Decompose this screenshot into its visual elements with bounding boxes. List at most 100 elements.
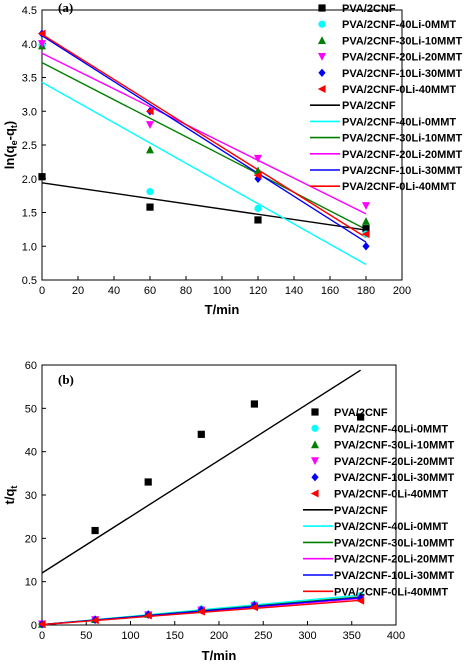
x-tick-label: 40 — [108, 285, 120, 297]
legend-label-pva-2cnf-40li-0mmt: PVA/2CNF-40Li-0MMT — [334, 423, 448, 435]
x-tick-label: 180 — [357, 285, 375, 297]
chart-a-xlabel: T/min — [205, 302, 240, 317]
legend-label-pva-2cnf-0li-40mmt: PVA/2CNF-0Li-40MMT — [342, 84, 456, 96]
legend-label-pva-2cnf-0li-40mmt: PVA/2CNF-0Li-40MMT — [334, 489, 448, 501]
chart-b-xlabel: T/min — [202, 648, 237, 663]
legend-label-pva-2cnf-40li-0mmt: PVA/2CNF-40Li-0MMT — [342, 19, 456, 31]
point-pva-2cnf-10li-30mmt — [362, 242, 370, 251]
legend-label-pva-2cnf-10li-30mmt: PVA/2CNF-10Li-30MMT — [334, 472, 454, 484]
point-pva-2cnf — [144, 478, 152, 486]
y-tick-label: 1.5 — [22, 208, 37, 220]
x-tick-label: 50 — [80, 630, 92, 642]
chart-a-panel-label: (a) — [58, 0, 73, 15]
point-pva-2cnf — [146, 203, 154, 211]
point-pva-2cnf-10li-30mmt — [357, 593, 365, 603]
legend-label-pva-2cnf-20li-20mmt: PVA/2CNF-20Li-20MMT — [334, 456, 454, 468]
legend-fit-label-pva-2cnf-30li-10mmt: PVA/2CNF-30Li-10MMT — [334, 537, 454, 549]
x-tick-label: 100 — [121, 630, 139, 642]
point-pva-2cnf-0li-40mmt — [37, 620, 46, 629]
point-pva-2cnf-0li-40mmt — [197, 607, 205, 616]
x-tick-label: 200 — [393, 285, 411, 297]
point-pva-2cnf-30li-10mmt — [146, 145, 154, 154]
legend-label-pva-2cnf-30li-10mmt: PVA/2CNF-30Li-10MMT — [342, 35, 462, 47]
chart-a: (a) T/min ln(qe-qt) 0 20 40 60 80 100 120 140 16… — [2, 0, 462, 317]
x-tick-label: 60 — [144, 285, 156, 297]
y-tick-label: 4.5 — [22, 5, 37, 17]
fit-line-pva-2cnf-10li-30mmt — [41, 35, 367, 243]
legend-marker-pva-2cnf-20li-20mmt — [318, 53, 326, 61]
y-tick-label: 3.0 — [22, 106, 37, 118]
point-pva-2cnf — [197, 430, 205, 438]
legend-fit-label-pva-2cnf-10li-30mmt: PVA/2CNF-10Li-30MMT — [342, 165, 462, 177]
y-tick-label: 50 — [25, 403, 37, 415]
y-tick-label: 20 — [25, 533, 37, 545]
legend-fit-label-pva-2cnf-20li-20mmt: PVA/2CNF-20Li-20MMT — [334, 554, 454, 566]
x-tick-label: 200 — [210, 630, 228, 642]
x-tick-label: 0 — [39, 285, 45, 297]
legend-marker-pva-2cnf-30li-10mmt — [311, 440, 319, 449]
y-tick-label: 3.5 — [22, 73, 37, 85]
fit-line-pva-2cnf-0li-40mmt — [41, 33, 367, 239]
x-tick-label: 250 — [254, 630, 272, 642]
legend-fit-label-pva-2cnf-20li-20mmt: PVA/2CNF-20Li-20MMT — [342, 149, 462, 161]
y-tick-label: 0 — [31, 620, 37, 632]
point-pva-2cnf-0li-40mmt — [361, 230, 370, 239]
point-pva-2cnf-30li-10mmt — [362, 217, 370, 225]
y-tick-label: 40 — [25, 447, 37, 459]
fit-line-pva-2cnf-20li-20mmt — [41, 52, 367, 215]
y-tick-label: 1.0 — [22, 241, 37, 253]
legend-fit-label-pva-2cnf-0li-40mmt: PVA/2CNF-0Li-40MMT — [342, 181, 456, 193]
legend-label-pva-2cnf: PVA/2CNF — [342, 3, 396, 15]
point-pva-2cnf-20li-20mmt — [362, 202, 370, 210]
y-tick-label: 0.5 — [22, 275, 37, 287]
point-pva-2cnf-20li-20mmt — [38, 40, 46, 48]
legend-marker-pva-2cnf-40li-0mmt — [318, 20, 326, 28]
legend-marker-pva-2cnf-10li-30mmt — [318, 68, 326, 77]
x-tick-label: 350 — [343, 630, 361, 642]
chart-a-frame — [41, 9, 403, 281]
x-tick-label: 20 — [72, 285, 84, 297]
x-tick-label: 100 — [213, 285, 231, 297]
legend-fit-label-pva-2cnf: PVA/2CNF — [334, 505, 388, 517]
legend-fit-label-pva-2cnf-30li-10mmt: PVA/2CNF-30Li-10MMT — [342, 133, 462, 145]
legend-marker-pva-2cnf-30li-10mmt — [318, 36, 326, 44]
y-tick-label: 2.0 — [22, 174, 37, 186]
legend-marker-pva-2cnf-20li-20mmt — [311, 457, 319, 466]
y-tick-label: 10 — [25, 577, 37, 589]
legend-marker-pva-2cnf-0li-40mmt — [310, 489, 319, 498]
point-pva-2cnf-0li-40mmt — [250, 603, 258, 612]
chart-b-panel-label: (b) — [58, 372, 74, 387]
fit-line-pva-2cnf-40li-0mmt — [41, 81, 367, 266]
y-tick-label: 4.0 — [22, 39, 37, 51]
point-pva-2cnf-0li-40mmt — [356, 596, 365, 605]
x-tick-label: 160 — [321, 285, 339, 297]
fit-line-pva-2cnf-30li-10mmt — [41, 62, 367, 230]
point-pva-2cnf — [38, 173, 46, 181]
point-pva-2cnf-40li-0mmt — [146, 187, 154, 196]
point-pva-2cnf-0li-40mmt — [90, 616, 99, 625]
legend-marker-pva-2cnf-40li-0mmt — [311, 424, 319, 432]
x-tick-label: 0 — [39, 630, 45, 642]
legend-fit-label-pva-2cnf: PVA/2CNF — [342, 100, 396, 112]
legend-marker-pva-2cnf — [318, 4, 326, 12]
legend-label-pva-2cnf-10li-30mmt: PVA/2CNF-10Li-30MMT — [342, 68, 462, 80]
fit-line-pva-2cnf — [41, 182, 367, 231]
legend-marker-pva-2cnf-10li-30mmt — [311, 473, 319, 482]
legend-marker-pva-2cnf — [311, 408, 319, 416]
point-pva-2cnf — [91, 526, 99, 535]
x-tick-label: 300 — [298, 630, 316, 642]
legend-fit-label-pva-2cnf-10li-30mmt: PVA/2CNF-10Li-30MMT — [334, 570, 454, 582]
x-tick-label: 80 — [180, 285, 192, 297]
point-pva-2cnf-40li-0mmt — [254, 204, 262, 213]
x-tick-label: 140 — [285, 285, 303, 297]
x-tick-label: 120 — [249, 285, 267, 297]
point-pva-2cnf-20li-20mmt — [254, 154, 262, 163]
legend-label-pva-2cnf-30li-10mmt: PVA/2CNF-30Li-10MMT — [334, 440, 454, 452]
chart-b-ylabel: t/qt — [2, 486, 19, 505]
point-pva-2cnf — [357, 413, 365, 421]
fit-line-pva-2cnf — [41, 369, 361, 574]
point-pva-2cnf-20li-20mmt — [146, 121, 154, 129]
y-tick-label: 60 — [25, 360, 37, 372]
point-pva-2cnf-0li-40mmt — [145, 107, 154, 116]
